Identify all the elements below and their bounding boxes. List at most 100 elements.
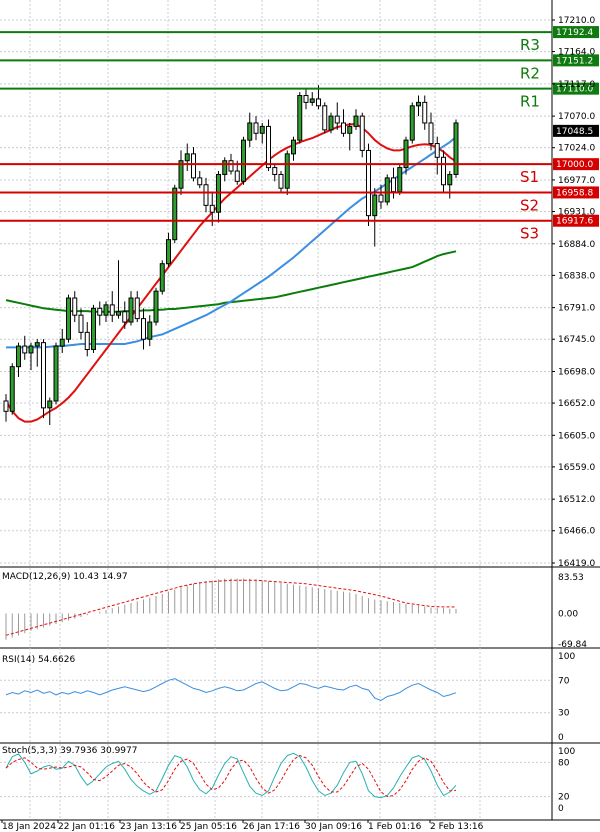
candle xyxy=(103,301,109,323)
level-price-tag xyxy=(553,186,599,199)
candle xyxy=(41,339,46,419)
candle-body-bull xyxy=(284,153,290,189)
candle-body-bear xyxy=(253,122,259,134)
level-name-r1: R1 xyxy=(520,93,540,111)
candle-body-bull xyxy=(241,139,246,182)
candle-body-bear xyxy=(272,167,278,175)
candle-body-bear xyxy=(378,194,384,203)
candle-body-bear xyxy=(97,307,103,316)
candle xyxy=(447,171,453,199)
candle-body-bull xyxy=(222,160,228,175)
level-price-label: 17192.4 xyxy=(556,28,593,38)
candle-body-bear xyxy=(234,170,240,182)
candle xyxy=(397,164,403,196)
candle-body-bear xyxy=(197,177,203,186)
candle-body-bull xyxy=(116,311,121,316)
candle-body-bull xyxy=(103,304,109,316)
candle-body-bear xyxy=(266,125,271,169)
time-tick-label: 25 Jan 05:16 xyxy=(180,822,237,832)
macd-tick-label: -69.84 xyxy=(558,640,587,650)
time-tick-label: 30 Jan 09:16 xyxy=(305,822,362,832)
candle xyxy=(309,92,315,106)
candle xyxy=(384,174,390,206)
candle-body-bear xyxy=(434,143,440,158)
candle-body-bull xyxy=(328,115,334,131)
level-name-r2: R2 xyxy=(520,64,540,82)
macd-tick-label: 0.00 xyxy=(558,609,578,619)
candle xyxy=(422,95,428,130)
candle-body-bull xyxy=(9,366,15,412)
price-axis: 17210.0 17164.0 17117.0 17070.0 17024.0 16977… xyxy=(552,16,595,569)
candle xyxy=(241,136,246,185)
price-tick-label: 16698.0 xyxy=(558,367,595,377)
candle-body-bear xyxy=(41,342,46,409)
rsi-line xyxy=(5,678,457,702)
candle xyxy=(428,112,434,151)
candle-body-bear xyxy=(191,153,196,179)
candle-body-bull xyxy=(53,345,59,402)
candle xyxy=(141,308,146,350)
candle xyxy=(322,102,328,134)
candle xyxy=(353,109,359,130)
candle-body-bull xyxy=(447,173,453,186)
level-price-tag xyxy=(553,54,599,67)
candle xyxy=(47,397,53,426)
candle-body-bull xyxy=(297,95,303,141)
rsi-tick-label: 30 xyxy=(558,709,570,719)
price-tick-label: 16512.0 xyxy=(558,495,595,505)
candle xyxy=(409,102,415,144)
candle-body-bear xyxy=(3,400,9,412)
candle-body-bull xyxy=(259,125,265,134)
candle-body-bull xyxy=(16,345,21,368)
macd-signal-line xyxy=(5,579,457,636)
level-name-s3: S3 xyxy=(520,225,539,243)
candle xyxy=(166,232,171,268)
candle xyxy=(303,88,309,110)
price-tick-label: 16652.0 xyxy=(558,399,595,409)
candle xyxy=(253,116,259,141)
candle-body-bull xyxy=(66,297,71,340)
stoch-d-line xyxy=(5,755,457,798)
rsi-tick-label: 100 xyxy=(558,652,575,662)
candle-body-bull xyxy=(347,125,353,134)
price-tick-label: 16838.0 xyxy=(558,271,595,281)
candles xyxy=(3,85,459,426)
price-tick-label: 16605.0 xyxy=(558,431,595,441)
candle xyxy=(16,342,21,377)
candle xyxy=(3,394,9,422)
candle xyxy=(28,342,34,371)
candle xyxy=(78,308,84,340)
candle-body-bull xyxy=(34,342,40,347)
level-name-s2: S2 xyxy=(520,196,539,214)
candle xyxy=(328,112,334,134)
candle xyxy=(391,167,396,199)
candle-body-bear xyxy=(122,311,128,323)
candle xyxy=(9,363,15,415)
candle-body-bull xyxy=(384,177,390,203)
candle-body-bull xyxy=(128,297,134,323)
candle xyxy=(134,291,140,323)
candle xyxy=(109,291,115,323)
price-tick-label: 16931.0 xyxy=(558,208,595,218)
rsi-tick-label: 70 xyxy=(558,676,570,686)
time-tick-label: 22 Jan 01:16 xyxy=(58,822,115,832)
candle-body-bear xyxy=(366,149,371,217)
candle xyxy=(222,157,228,182)
macd-tick-label: 83.53 xyxy=(558,573,584,583)
candle xyxy=(366,143,371,226)
candle xyxy=(84,322,90,357)
candle-body-bear xyxy=(84,331,90,351)
candle-body-bull xyxy=(309,98,315,103)
candle-body-bear xyxy=(428,122,434,145)
candle-body-bear xyxy=(316,98,321,107)
candle-body-bear xyxy=(334,115,340,124)
candle xyxy=(259,122,265,144)
current-price-label: 17048.5 xyxy=(556,127,593,137)
candle-body-bull xyxy=(91,307,96,351)
candle xyxy=(172,184,178,244)
candle-body-bear xyxy=(228,160,234,172)
level-price-label: 17151.2 xyxy=(556,56,593,66)
candle xyxy=(378,184,384,209)
candle-body-bull xyxy=(353,115,359,127)
